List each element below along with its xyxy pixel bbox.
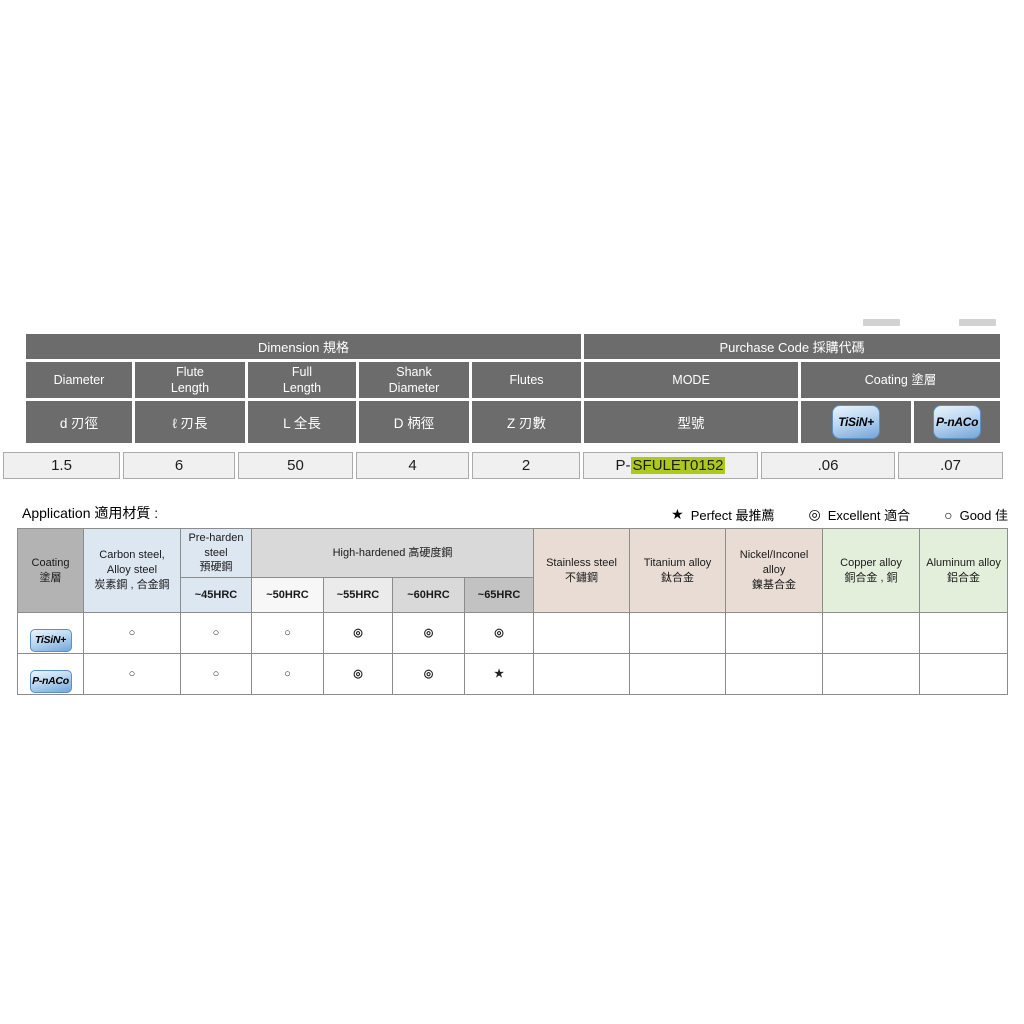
col-subheader-full-length: L 全長	[245, 398, 359, 446]
rating-cell: ○	[251, 653, 324, 695]
value-shank-diameter: 4	[356, 452, 469, 479]
col-header-shank-diameter: Shank Diameter	[356, 359, 472, 401]
rating-cell	[919, 653, 1009, 695]
rating-cell: ○	[180, 653, 252, 695]
application-row-tisin: TiSiN+ ○ ○ ○ ◎ ◎ ◎	[17, 612, 1009, 654]
code-prefix: P-	[615, 457, 631, 474]
rating-cell: ★	[463, 653, 535, 695]
value-full-length: 50	[238, 452, 353, 479]
app-header-60hrc: ~60HRC	[392, 577, 465, 613]
app-header-aluminum: Aluminum alloy 鋁合金	[919, 528, 1009, 613]
rating-cell	[533, 612, 631, 654]
col-subheader-flutes: Z 刃數	[468, 398, 585, 446]
legend-good-label: Good 佳	[959, 508, 1008, 523]
app-header-65hrc: ~65HRC	[463, 577, 535, 613]
col-subheader-flute-length: ℓ 刃長	[132, 398, 248, 446]
coating-header-pnaco: P-nACo	[911, 398, 1004, 446]
app-header-45hrc: ~45HRC	[180, 577, 252, 613]
rating-cell	[822, 653, 921, 695]
purchase-group-header: Purchase Code 採購代碼	[581, 331, 1004, 362]
rating-cell: ○	[83, 612, 181, 654]
app-header-50hrc: ~50HRC	[251, 577, 324, 613]
app-header-nickel: Nickel/Inconel alloy 鎳基合金	[725, 528, 824, 613]
col-header-flutes: Flutes	[468, 359, 585, 401]
value-diameter: 1.5	[3, 452, 120, 479]
scan-artifact	[959, 319, 996, 326]
rating-cell	[725, 612, 824, 654]
legend-perfect: ★ Perfect 最推薦	[671, 505, 774, 524]
rating-cell	[629, 612, 727, 654]
col-subheader-diameter: d 刃徑	[23, 398, 135, 446]
legend-perfect-label: Perfect 最推薦	[690, 508, 775, 523]
row-coating-cell: TiSiN+	[17, 612, 84, 654]
rating-cell: ◎	[323, 612, 393, 654]
rating-cell: ◎	[323, 653, 393, 695]
row-coating-cell: P-nACo	[17, 653, 84, 695]
dimension-purchase-table: Dimension 規格 Purchase Code 採購代碼 Diameter…	[22, 331, 1004, 446]
star-icon: ★	[671, 506, 684, 522]
col-header-full-length: Full Length	[245, 359, 359, 401]
rating-cell: ○	[83, 653, 181, 695]
rating-cell: ○	[251, 612, 324, 654]
app-header-carbon-steel: Carbon steel, Alloy steel 炭素鋼 , 合金鋼	[83, 528, 181, 613]
value-flute-length: 6	[123, 452, 235, 479]
col-header-flute-length: Flute Length	[132, 359, 248, 401]
rating-cell: ◎	[463, 612, 535, 654]
code-highlighted: SFULET0152	[630, 457, 726, 474]
app-header-copper: Copper alloy 銅合金 , 銅	[822, 528, 921, 613]
application-table: Coating 塗層 Carbon steel, Alloy steel 炭素鋼…	[17, 528, 1009, 695]
circle-icon: ○	[944, 506, 953, 523]
col-header-coating: Coating 塗層	[798, 359, 1004, 401]
application-row-pnaco: P-nACo ○ ○ ○ ◎ ◎ ★	[17, 653, 1009, 695]
col-subheader-shank-diameter: D 柄徑	[356, 398, 472, 446]
coating-header-tisin: TiSiN+	[798, 398, 915, 446]
dimension-group-header: Dimension 規格	[22, 331, 585, 362]
rating-cell	[725, 653, 824, 695]
rating-cell: ○	[180, 612, 252, 654]
app-header-preharden: Pre-harden steel 預硬鋼	[180, 528, 252, 578]
rating-cell: ◎	[392, 653, 465, 695]
tisin-badge: TiSiN+	[832, 405, 881, 439]
rating-cell: ◎	[392, 612, 465, 654]
application-title: Application 適用材質 :	[22, 505, 159, 521]
rating-cell	[629, 653, 727, 695]
rating-cell	[533, 653, 631, 695]
pnaco-badge: P-nACo	[933, 405, 982, 439]
pnaco-badge: P-nACo	[29, 669, 72, 693]
app-header-titanium: Titanium alloy 鈦合金	[629, 528, 727, 613]
app-header-55hrc: ~55HRC	[323, 577, 393, 613]
scan-artifact	[863, 319, 900, 326]
col-subheader-mode: 型號	[581, 398, 802, 446]
app-header-stainless: Stainless steel 不鏽鋼	[533, 528, 631, 613]
value-flutes: 2	[472, 452, 580, 479]
spec-values-row: 1.5 6 50 4 2 P- SFULET0152 .06 .07	[3, 452, 1003, 479]
col-header-mode: MODE	[581, 359, 802, 401]
legend-good: ○ Good 佳	[944, 505, 1008, 524]
legend-excellent-label: Excellent 適合	[827, 508, 911, 523]
bullseye-icon: ◎	[808, 506, 821, 522]
rating-cell	[822, 612, 921, 654]
value-price-pnaco: .07	[898, 452, 1003, 479]
app-header-high-hardened: High-hardened 高硬度鋼	[250, 528, 535, 578]
rating-legend: ★ Perfect 最推薦 ◎ Excellent 適合 ○ Good 佳	[671, 505, 1008, 524]
value-purchase-code: P- SFULET0152	[583, 452, 758, 479]
rating-cell	[919, 612, 1009, 654]
value-price-tisin: .06	[761, 452, 895, 479]
app-header-coating: Coating 塗層	[17, 528, 84, 613]
tisin-badge: TiSiN+	[29, 628, 72, 652]
col-header-diameter: Diameter	[23, 359, 135, 401]
legend-excellent: ◎ Excellent 適合	[809, 505, 911, 524]
